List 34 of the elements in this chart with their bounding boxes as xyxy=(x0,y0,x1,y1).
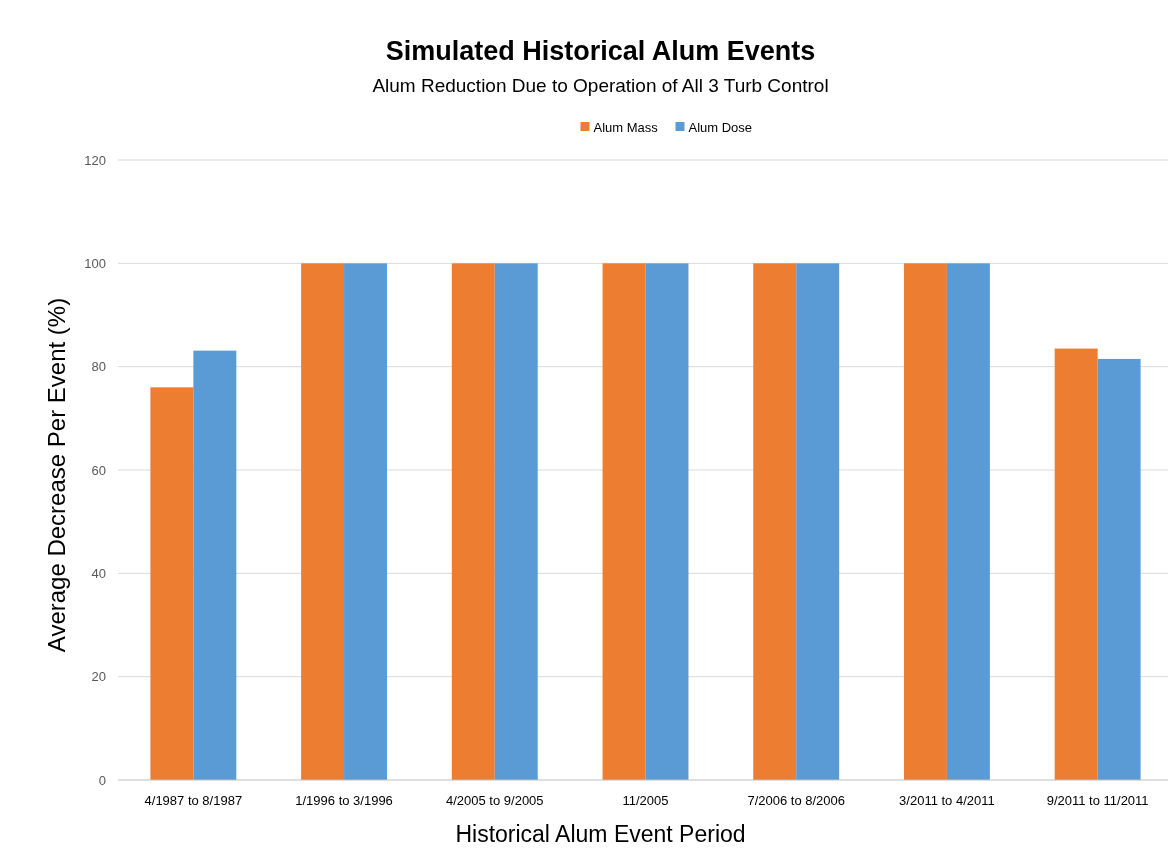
bar xyxy=(150,387,194,780)
bar xyxy=(645,263,689,780)
bar xyxy=(602,263,646,780)
x-tick-label: 4/2005 to 9/2005 xyxy=(445,793,544,808)
y-tick-label: 40 xyxy=(91,565,106,581)
bar xyxy=(753,263,797,780)
legend-label: Alum Mass xyxy=(593,119,659,135)
bar xyxy=(1097,358,1141,780)
bar xyxy=(451,263,495,780)
chart-subtitle: Alum Reduction Due to Operation of All 3 Turb Control xyxy=(372,75,829,96)
x-tick-label: 1/1996 to 3/1996 xyxy=(295,793,393,808)
x-axis-title: Historical Alum Event Period xyxy=(455,821,746,847)
x-tick-label: 9/2011 to 11/2011 xyxy=(1046,793,1149,808)
y-axis-title: Average Decrease Per Event (%) xyxy=(43,297,70,653)
y-tick-label: 80 xyxy=(91,359,106,375)
y-tick-label: 20 xyxy=(91,669,106,685)
y-tick-label: 120 xyxy=(84,152,106,168)
bar xyxy=(903,263,947,780)
x-tick-label: 7/2006 to 8/2006 xyxy=(747,793,846,808)
bar xyxy=(344,263,388,780)
y-tick-label: 60 xyxy=(91,462,106,478)
x-tick-label: 4/1987 to 8/1987 xyxy=(144,793,243,808)
bar xyxy=(301,263,345,780)
bar xyxy=(946,263,990,780)
bar xyxy=(796,263,840,780)
chart-title: Simulated Historical Alum Events xyxy=(385,36,816,66)
y-tick-label: 0 xyxy=(98,772,106,788)
y-tick-label: 100 xyxy=(84,255,106,271)
x-tick-label: 11/2005 xyxy=(622,793,669,808)
legend-label: Alum Dose xyxy=(688,119,753,135)
bar xyxy=(1054,348,1098,780)
bar xyxy=(494,263,538,780)
x-tick-label: 3/2011 to 4/2011 xyxy=(899,793,995,808)
bar xyxy=(193,350,237,780)
